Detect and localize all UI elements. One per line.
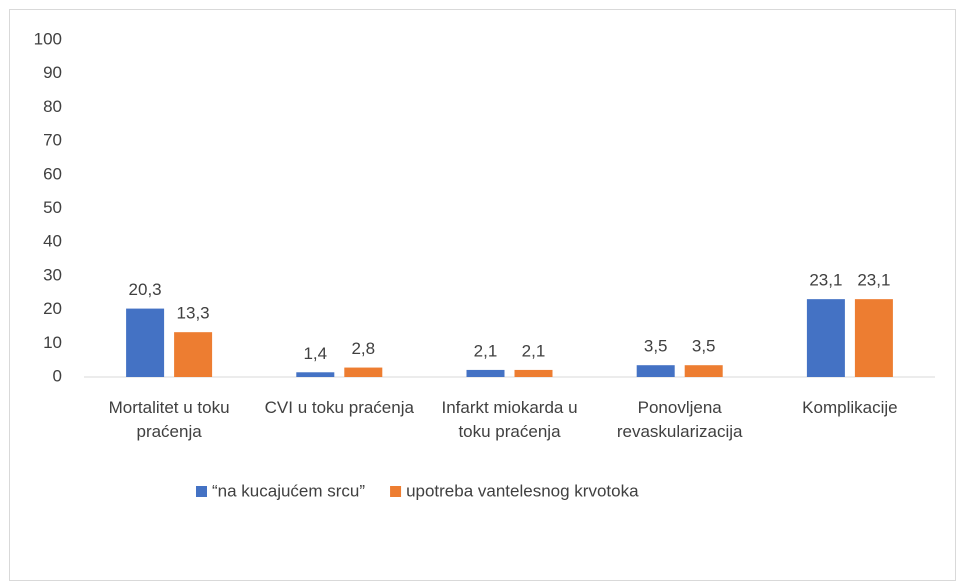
bar <box>636 365 675 377</box>
data-label: 3,5 <box>644 337 668 356</box>
bar <box>126 308 165 377</box>
y-tick-label: 80 <box>43 97 62 116</box>
legend-label: “na kucajućem srcu” <box>212 481 365 500</box>
legend-swatch <box>390 486 402 497</box>
data-label: 2,1 <box>474 341 498 360</box>
data-label: 23,1 <box>809 271 842 290</box>
x-tick-label: Ponovljena revaskularizacija <box>616 398 743 441</box>
legend-label: upotreba vantelesnog krvotoka <box>406 481 639 500</box>
data-label: 1,4 <box>303 344 327 363</box>
bar <box>514 369 553 377</box>
y-tick-label: 90 <box>43 63 62 82</box>
data-label: 13,3 <box>177 304 210 323</box>
y-tick-label: 100 <box>34 29 62 48</box>
x-tick-label: Infarkt miokarda u toku praćenja <box>441 398 578 441</box>
y-tick-label: 40 <box>43 232 62 251</box>
legend-swatch <box>196 486 207 497</box>
y-tick-label: 10 <box>43 333 62 352</box>
y-tick-label: 70 <box>43 131 62 150</box>
x-tick-label: Komplikacije <box>802 398 898 417</box>
x-tick-label: Mortalitet u toku praćenja <box>108 398 230 441</box>
y-tick-label: 20 <box>43 299 62 318</box>
y-tick-label: 0 <box>53 366 62 385</box>
bar <box>806 299 845 377</box>
bar <box>684 365 723 377</box>
bar <box>174 332 213 377</box>
data-label: 2,8 <box>351 339 375 358</box>
data-label: 20,3 <box>129 280 162 299</box>
y-tick-label: 60 <box>43 164 62 183</box>
data-label: 2,1 <box>522 341 546 360</box>
y-tick-label: 30 <box>43 265 62 284</box>
data-label: 23,1 <box>857 271 890 290</box>
bar <box>854 299 893 377</box>
data-label: 3,5 <box>692 337 716 356</box>
y-tick-label: 50 <box>43 198 62 217</box>
bar <box>296 372 335 377</box>
bar <box>344 367 383 377</box>
bar <box>466 369 505 377</box>
x-tick-label: CVI u toku praćenja <box>264 398 414 417</box>
